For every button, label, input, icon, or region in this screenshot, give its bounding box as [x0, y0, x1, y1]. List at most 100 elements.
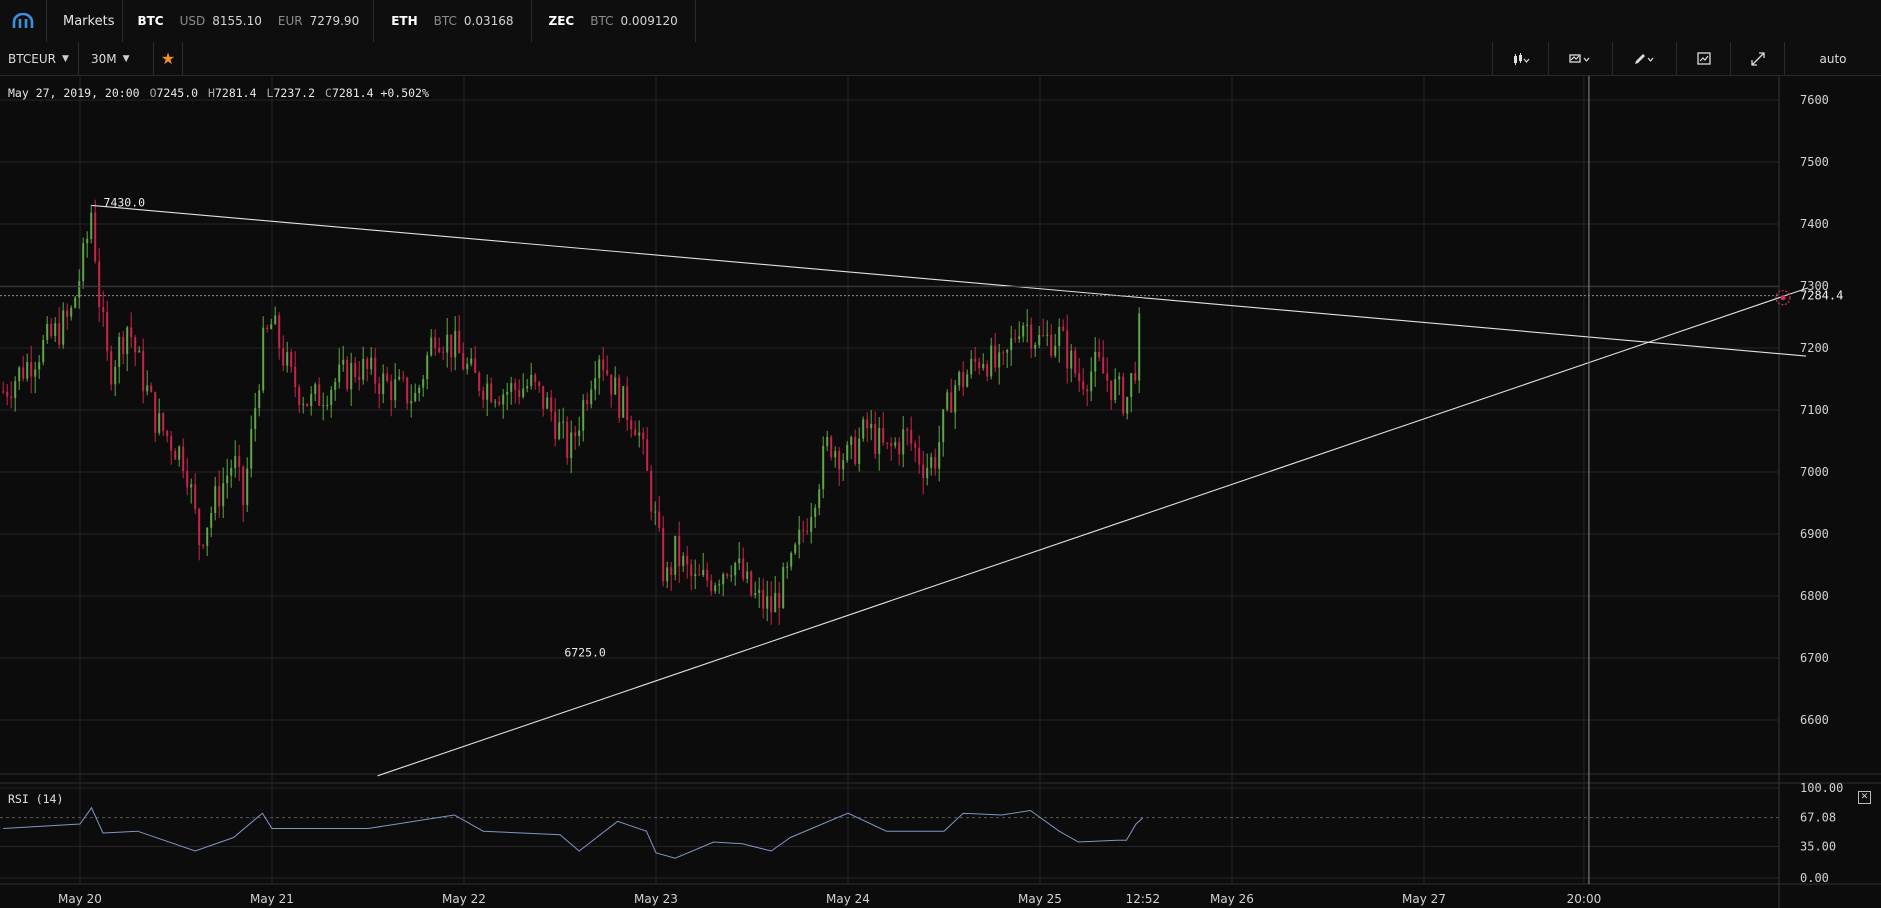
candle-body — [770, 596, 773, 613]
interval-selector[interactable]: 30M ▼ — [79, 42, 154, 75]
ohlc-date: May 27, 2019, 20:00 — [8, 86, 140, 100]
ticker-zec[interactable]: ZEC BTC 0.009120 — [532, 0, 696, 42]
candle-body — [374, 357, 377, 384]
candle-body — [1110, 380, 1113, 400]
candle-body — [670, 567, 673, 575]
ohlc-open: 7245.0 — [156, 86, 199, 100]
candle-body — [750, 571, 753, 596]
interval-label: 30M — [91, 51, 117, 66]
candle-body — [110, 351, 113, 385]
candle-body — [834, 450, 837, 458]
candle-body — [238, 456, 241, 467]
fullscreen-button[interactable] — [1730, 42, 1784, 75]
ticker-price: 0.009120 — [620, 14, 678, 28]
candle-body — [222, 483, 225, 507]
candle-body — [454, 330, 457, 358]
ohlc-change: +0.502% — [380, 86, 429, 100]
candle-body — [1026, 324, 1029, 326]
candle-body — [634, 429, 637, 436]
candle-body — [638, 432, 641, 436]
ticker-bar: Markets BTC USD 8155.10 EUR 7279.90 ETH … — [0, 0, 1881, 43]
candle-body — [486, 383, 489, 400]
candle-type-button[interactable] — [1492, 42, 1548, 75]
candle-body — [1018, 336, 1021, 339]
indicators-button[interactable] — [1548, 42, 1612, 75]
candle-body — [694, 574, 697, 577]
candle-body — [766, 596, 769, 609]
ticker-btc[interactable]: BTC USD 8155.10 EUR 7279.90 — [123, 0, 375, 42]
candle-body — [602, 359, 605, 371]
candle-body — [406, 377, 409, 404]
y-tick-label: 7500 — [1800, 155, 1829, 169]
candle-body — [874, 423, 877, 454]
candle-body — [870, 423, 873, 429]
candle-body — [798, 529, 801, 545]
auto-scale-button[interactable]: auto — [1784, 42, 1881, 75]
candle-body — [102, 306, 105, 312]
candle-body — [830, 436, 833, 458]
study-button[interactable] — [1676, 42, 1730, 75]
pair-selector[interactable]: BTCEUR ▼ — [0, 42, 79, 75]
ohlc-low: 7237.2 — [273, 86, 316, 100]
drawing-tools-button[interactable] — [1612, 42, 1676, 75]
candle-body — [790, 553, 793, 567]
candle-body — [242, 466, 245, 506]
x-tick-label: 20:00 — [1567, 892, 1602, 906]
candle-body — [1126, 396, 1129, 414]
candle-body — [826, 436, 829, 446]
candle-body — [314, 384, 317, 395]
candle-body — [590, 389, 593, 405]
candle-body — [150, 385, 153, 393]
candle-body — [378, 383, 381, 395]
candle-body — [130, 327, 133, 338]
candle-body — [518, 389, 521, 397]
candle-body — [970, 358, 973, 375]
x-tick-label: May 25 — [1018, 892, 1062, 906]
candle-body — [562, 421, 565, 423]
candle-body — [998, 352, 1001, 368]
candle-body — [758, 589, 761, 593]
candle-body — [170, 436, 173, 452]
candle-body — [514, 383, 517, 390]
trendline — [377, 287, 1809, 777]
candle-body — [302, 403, 305, 405]
candle-body — [478, 372, 481, 391]
candle-body — [534, 374, 537, 382]
candle-body — [410, 401, 413, 404]
kraken-logo-icon[interactable] — [0, 0, 47, 42]
candle-body — [538, 381, 541, 386]
markets-button[interactable]: Markets — [47, 0, 124, 42]
candle-body — [258, 390, 261, 409]
candle-body — [574, 432, 577, 437]
candle-body — [162, 413, 165, 431]
ticker-currency: BTC — [433, 14, 457, 28]
ticker-eth[interactable]: ETH BTC 0.03168 — [374, 0, 532, 42]
ohlc-high-label: H — [208, 86, 215, 100]
candle-body — [702, 570, 705, 576]
ticker-currency: BTC — [590, 14, 614, 28]
candle-body — [1098, 351, 1101, 358]
candle-body — [50, 323, 53, 336]
candle-body — [882, 428, 885, 443]
candle-body — [1022, 325, 1025, 337]
candle-body — [470, 358, 473, 364]
candle-body — [1102, 357, 1105, 374]
candle-body — [326, 405, 329, 407]
candle-body — [682, 555, 685, 566]
candle-body — [866, 419, 869, 429]
close-icon[interactable]: ✕ — [1858, 791, 1871, 804]
candle-body — [482, 390, 485, 400]
candle-body — [446, 334, 449, 353]
candle-body — [74, 297, 77, 308]
candle-body — [710, 580, 713, 592]
candle-body — [338, 364, 341, 382]
candle-body — [1046, 334, 1049, 336]
candle-body — [54, 323, 57, 336]
ticker-symbol: BTC — [137, 14, 164, 28]
candle-body — [962, 372, 965, 387]
candle-body — [810, 517, 813, 533]
favorite-button[interactable]: ★ — [154, 42, 183, 75]
candle-body — [38, 362, 41, 370]
pair-label: BTCEUR — [8, 51, 56, 66]
